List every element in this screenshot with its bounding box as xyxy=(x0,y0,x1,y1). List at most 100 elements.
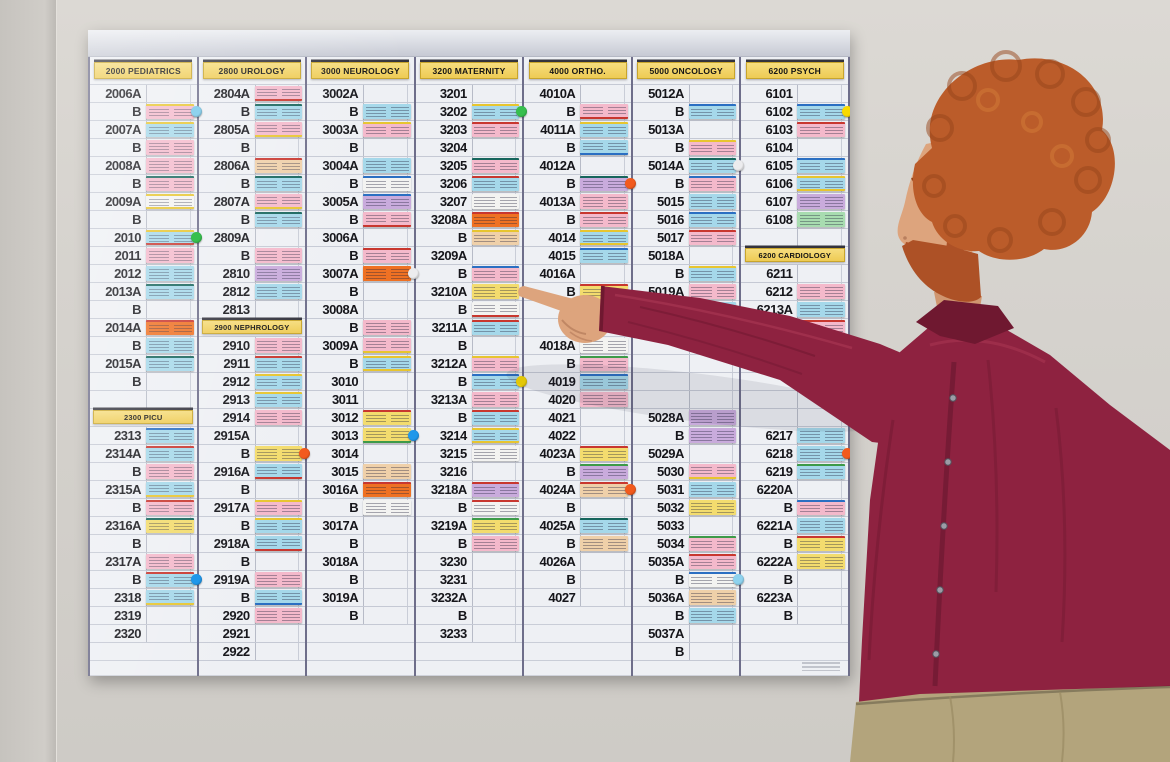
patient-tag[interactable] xyxy=(471,482,520,497)
patient-tag[interactable] xyxy=(471,392,520,407)
patient-tag[interactable] xyxy=(146,230,194,245)
patient-tag[interactable] xyxy=(688,590,737,605)
patient-tag[interactable] xyxy=(580,356,628,371)
patient-tag[interactable] xyxy=(254,374,303,389)
patient-tag[interactable] xyxy=(580,104,628,119)
patient-tag[interactable] xyxy=(471,446,520,461)
patient-tag[interactable] xyxy=(688,608,737,623)
patient-tag[interactable] xyxy=(146,248,194,263)
patient-tag[interactable] xyxy=(363,176,411,191)
patient-tag[interactable] xyxy=(797,194,846,209)
patient-tag[interactable] xyxy=(471,536,520,551)
patient-tag[interactable] xyxy=(254,158,303,173)
patient-tag[interactable] xyxy=(363,122,411,137)
patient-tag[interactable] xyxy=(688,500,737,515)
patient-tag[interactable] xyxy=(580,122,628,137)
patient-tag[interactable] xyxy=(471,194,520,209)
patient-tag[interactable] xyxy=(254,356,303,371)
patient-tag[interactable] xyxy=(688,410,737,425)
patient-tag[interactable] xyxy=(146,140,194,155)
patient-tag[interactable] xyxy=(146,338,194,353)
patient-tag[interactable] xyxy=(580,140,628,155)
patient-tag[interactable] xyxy=(471,356,520,371)
patient-tag[interactable] xyxy=(471,302,520,317)
patient-tag[interactable] xyxy=(146,266,194,281)
patient-tag[interactable] xyxy=(797,464,846,479)
patient-tag[interactable] xyxy=(797,554,846,569)
patient-tag[interactable] xyxy=(797,428,846,443)
patient-tag[interactable] xyxy=(797,500,846,515)
magnet-orange[interactable] xyxy=(624,178,636,189)
magnet-lightblue[interactable] xyxy=(733,574,745,585)
patient-tag[interactable] xyxy=(580,212,628,227)
magnet-green[interactable] xyxy=(190,232,202,243)
magnet-white[interactable] xyxy=(733,160,745,171)
patient-tag[interactable] xyxy=(146,122,194,137)
patient-tag[interactable] xyxy=(797,446,846,461)
patient-tag[interactable] xyxy=(146,554,194,569)
patient-tag[interactable] xyxy=(363,464,411,479)
magnet-blue[interactable] xyxy=(190,574,202,585)
patient-tag[interactable] xyxy=(363,212,411,227)
patient-tag[interactable] xyxy=(146,104,194,119)
patient-tag[interactable] xyxy=(471,428,520,443)
patient-tag[interactable] xyxy=(363,410,411,425)
patient-tag[interactable] xyxy=(688,428,737,443)
patient-tag[interactable] xyxy=(254,608,303,623)
patient-tag[interactable] xyxy=(254,284,303,299)
patient-tag[interactable] xyxy=(688,158,737,173)
patient-tag[interactable] xyxy=(797,104,846,119)
patient-tag[interactable] xyxy=(363,266,411,281)
patient-tag[interactable] xyxy=(254,266,303,281)
patient-tag[interactable] xyxy=(688,194,737,209)
patient-tag[interactable] xyxy=(254,518,303,533)
patient-tag[interactable] xyxy=(688,482,737,497)
patient-tag[interactable] xyxy=(146,446,194,461)
patient-tag[interactable] xyxy=(471,266,520,281)
patient-tag[interactable] xyxy=(688,140,737,155)
magnet-yellow[interactable] xyxy=(516,376,528,387)
magnet-green[interactable] xyxy=(516,106,528,117)
patient-tag[interactable] xyxy=(688,554,737,569)
patient-tag[interactable] xyxy=(580,248,628,263)
patient-tag[interactable] xyxy=(688,212,737,227)
magnet-orange[interactable] xyxy=(842,448,850,459)
patient-tag[interactable] xyxy=(146,284,194,299)
patient-tag[interactable] xyxy=(254,446,303,461)
magnet-orange[interactable] xyxy=(624,484,636,495)
patient-tag[interactable] xyxy=(797,302,846,317)
patient-tag[interactable] xyxy=(688,464,737,479)
patient-tag[interactable] xyxy=(363,104,411,119)
patient-tag[interactable] xyxy=(363,482,411,497)
patient-tag[interactable] xyxy=(254,176,303,191)
patient-tag[interactable] xyxy=(471,284,520,299)
patient-tag[interactable] xyxy=(471,320,520,335)
patient-tag[interactable] xyxy=(363,248,411,263)
patient-tag[interactable] xyxy=(471,158,520,173)
patient-tag[interactable] xyxy=(254,104,303,119)
patient-tag[interactable] xyxy=(254,572,303,587)
patient-tag[interactable] xyxy=(146,356,194,371)
patient-tag[interactable] xyxy=(363,158,411,173)
patient-tag[interactable] xyxy=(797,212,846,227)
patient-tag[interactable] xyxy=(471,518,520,533)
patient-tag[interactable] xyxy=(580,176,628,191)
patient-tag[interactable] xyxy=(363,356,411,371)
patient-tag[interactable] xyxy=(146,464,194,479)
patient-tag[interactable] xyxy=(580,392,628,407)
patient-tag[interactable] xyxy=(471,500,520,515)
patient-tag[interactable] xyxy=(254,464,303,479)
patient-tag[interactable] xyxy=(580,464,628,479)
patient-tag[interactable] xyxy=(254,212,303,227)
patient-tag[interactable] xyxy=(688,104,737,119)
patient-tag[interactable] xyxy=(471,176,520,191)
patient-tag[interactable] xyxy=(688,536,737,551)
patient-tag[interactable] xyxy=(146,572,194,587)
patient-tag[interactable] xyxy=(797,536,846,551)
patient-tag[interactable] xyxy=(254,536,303,551)
patient-tag[interactable] xyxy=(580,446,628,461)
patient-tag[interactable] xyxy=(146,320,194,335)
patient-tag[interactable] xyxy=(254,410,303,425)
patient-tag[interactable] xyxy=(254,590,303,605)
patient-tag[interactable] xyxy=(688,572,737,587)
